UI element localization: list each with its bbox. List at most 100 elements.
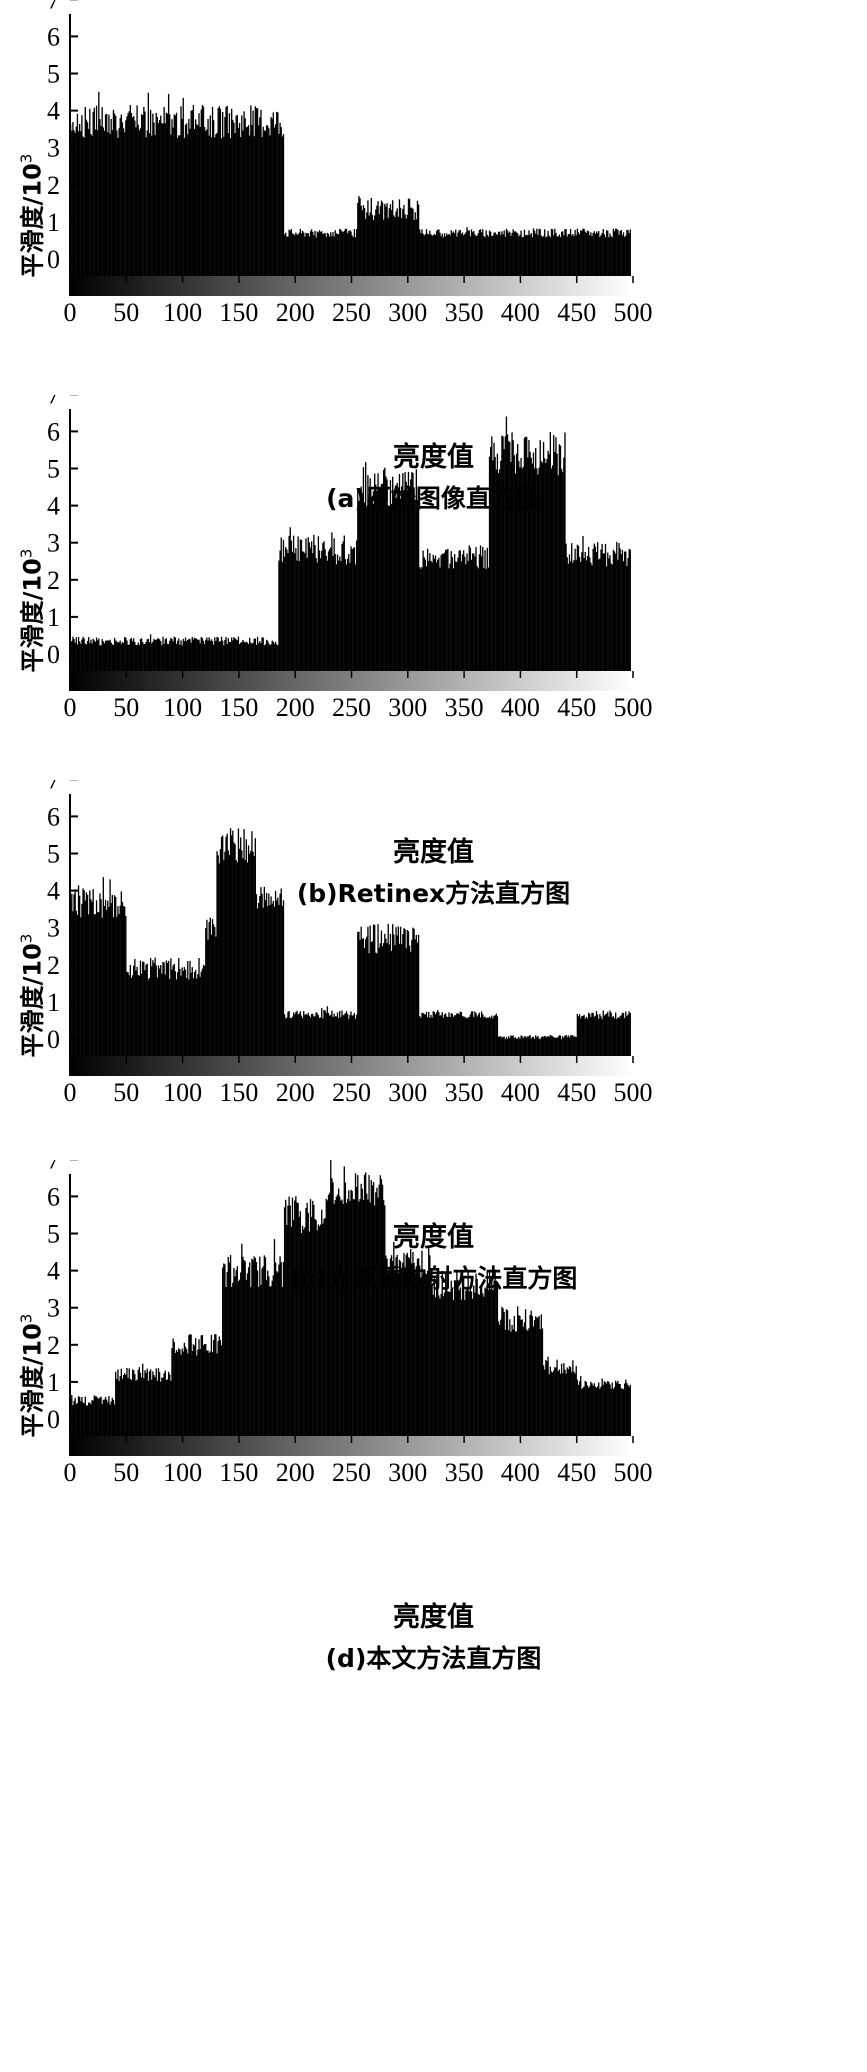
histogram-bar — [118, 1380, 120, 1436]
histogram-bar — [547, 450, 549, 671]
histogram-bar — [484, 1016, 486, 1056]
histogram-plot: 01234567050100150200250300350400450500 — [47, 780, 653, 1107]
histogram-bar — [450, 1280, 452, 1436]
histogram-bar — [139, 960, 142, 1056]
histogram-bar — [359, 1199, 361, 1436]
histogram-bar — [603, 1015, 606, 1056]
histogram-bar — [362, 467, 365, 671]
histogram-bar — [167, 93, 170, 276]
histogram-bar — [479, 545, 482, 671]
histogram-bar — [333, 538, 335, 671]
histogram-bar — [89, 890, 91, 1056]
histogram-bar — [89, 1402, 91, 1436]
histogram-bar — [274, 641, 277, 671]
histogram-bar — [556, 453, 558, 671]
histogram-bar — [537, 474, 539, 671]
histogram-bar — [182, 97, 184, 276]
histogram-bar — [515, 1331, 518, 1436]
histogram-bar — [375, 209, 377, 276]
histogram-bar — [522, 236, 524, 276]
histogram-bar — [289, 1017, 291, 1056]
histogram-bar — [191, 967, 193, 1056]
histogram-bar — [290, 540, 293, 671]
histogram-bar — [448, 1291, 450, 1436]
histogram-bar — [555, 437, 557, 671]
histogram-bar — [318, 1017, 321, 1056]
histogram-bar — [316, 562, 318, 671]
histogram-bar — [410, 951, 412, 1056]
histogram-bar — [375, 952, 377, 1056]
histogram-bar — [572, 234, 574, 276]
histogram-bar — [392, 200, 394, 276]
histogram-bar — [554, 1367, 556, 1436]
histogram-bar — [556, 1359, 558, 1436]
histogram-bar — [548, 1036, 550, 1056]
x-tick-label: 300 — [388, 1458, 427, 1487]
histogram-bar — [518, 236, 520, 276]
histogram-bar — [513, 231, 515, 276]
histogram-bar — [607, 1381, 609, 1436]
histogram-bar — [148, 133, 151, 276]
histogram-bar — [74, 889, 76, 1056]
histogram-bar — [98, 912, 100, 1056]
histogram-bar — [424, 1273, 427, 1436]
histogram-bar — [288, 535, 290, 671]
histogram-bar — [476, 566, 478, 671]
histogram-bar — [94, 129, 97, 276]
histogram-bar — [201, 1335, 204, 1436]
histogram-bar — [92, 1400, 94, 1436]
histogram-bar — [354, 237, 357, 276]
histogram-bar — [197, 639, 199, 671]
histogram-bar — [380, 200, 383, 276]
histogram-bar — [305, 1013, 307, 1056]
histogram-bar — [522, 466, 524, 671]
histogram-bar — [500, 460, 502, 671]
histogram-bar — [326, 560, 329, 671]
x-tick-label: 400 — [501, 1458, 540, 1487]
histogram-bar — [549, 432, 552, 671]
histogram-bar — [77, 885, 80, 1056]
histogram-bar — [390, 950, 393, 1056]
histogram-bar — [372, 1181, 375, 1436]
histogram-bar — [295, 232, 297, 276]
histogram-bar — [567, 1035, 570, 1056]
y-tick-label: 0 — [47, 640, 60, 669]
histogram-bar — [402, 208, 404, 276]
histogram-bar — [133, 116, 135, 276]
histogram-bar — [572, 562, 574, 671]
histogram-bar — [99, 645, 101, 671]
histogram-bar — [505, 416, 508, 671]
histogram-bar — [217, 108, 219, 277]
histogram-bar — [238, 848, 241, 1056]
histogram-bar — [235, 115, 237, 277]
histogram-bar — [603, 234, 606, 276]
histogram-bar — [215, 134, 217, 276]
histogram-bar — [435, 1275, 438, 1436]
histogram-bar — [304, 1227, 306, 1436]
histogram-bar — [494, 456, 496, 671]
histogram-bar — [593, 1016, 595, 1056]
histogram-bar — [402, 1262, 404, 1436]
histogram-bar — [142, 115, 144, 276]
histogram-bar — [546, 1360, 548, 1436]
histogram-bar — [254, 1257, 256, 1436]
histogram-bar — [258, 902, 260, 1056]
histogram-bar — [127, 644, 129, 671]
histogram-bar — [98, 638, 100, 671]
histogram-bar — [433, 1277, 436, 1436]
histogram-bar — [622, 1013, 625, 1056]
histogram-bar — [232, 119, 234, 276]
histogram-bar — [80, 643, 82, 671]
histogram-bar — [587, 231, 590, 276]
histogram-bar — [218, 1336, 220, 1436]
histogram-bar — [460, 561, 463, 671]
histogram-bar — [501, 231, 503, 276]
histogram-bar — [84, 1396, 86, 1436]
histogram-bar — [523, 437, 526, 671]
histogram-bar — [72, 122, 74, 276]
histogram-bar — [379, 1175, 381, 1436]
histogram-bar — [502, 436, 504, 671]
histogram-bar — [470, 1011, 473, 1056]
histogram-bar — [158, 639, 161, 671]
histogram-bar — [131, 641, 134, 671]
